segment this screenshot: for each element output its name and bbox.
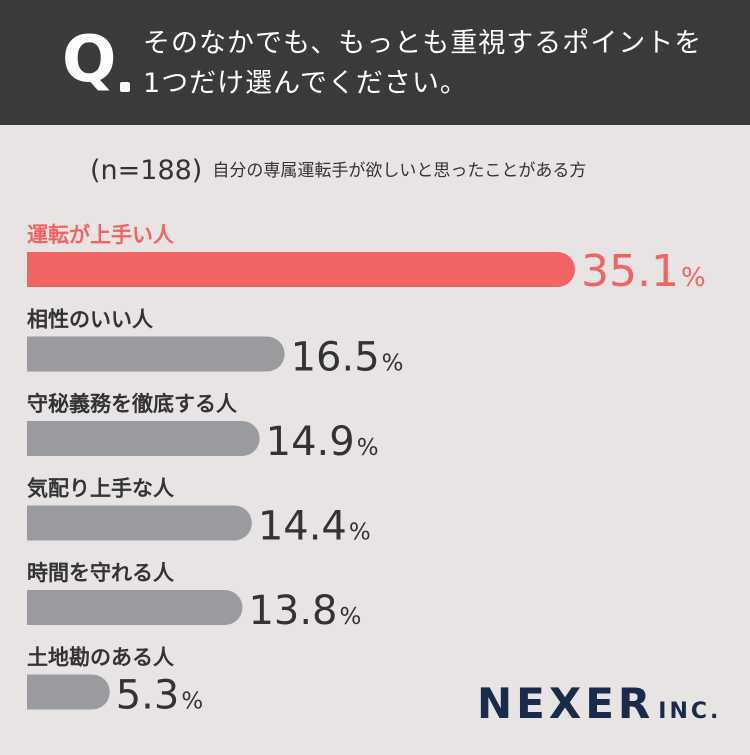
question-mark: Q — [62, 23, 117, 97]
question-text: そのなかでも、もっとも重視するポイントを 1つだけ選んでください。 — [143, 24, 702, 104]
category-label: 相性のいい人 — [27, 308, 153, 332]
question-line-2: 1つだけ選んでください。 — [143, 68, 468, 99]
bar — [27, 590, 243, 625]
value-label: 14.9% — [266, 419, 379, 465]
bar — [27, 336, 285, 372]
category-label: 気配り上手な人 — [27, 477, 174, 501]
value-label: 16.5% — [291, 335, 404, 381]
bar-left-edge — [27, 421, 62, 456]
category-label: 時間を守れる人 — [27, 561, 174, 585]
bar-row: 運転が上手い人 35.1% — [27, 223, 706, 297]
bar-left-edge — [27, 252, 62, 287]
bar-row: 気配り上手な人 14.4% — [27, 477, 371, 550]
bar-row: 土地勘のある人 5.3% — [27, 646, 203, 719]
category-label: 土地勘のある人 — [27, 646, 174, 670]
logo-suffix: INC. — [658, 699, 722, 724]
sample-description: 自分の専属運転手が欲しいと思ったことがある方 — [212, 161, 587, 181]
bar-left-edge — [27, 674, 62, 710]
nexer-logo: NEXER INC. — [477, 679, 721, 728]
category-label: 運転が上手い人 — [27, 223, 174, 247]
bar — [27, 421, 260, 456]
bar-row: 相性のいい人 16.5% — [27, 308, 404, 381]
bar — [27, 505, 252, 541]
bar-chart: 運転が上手い人 35.1% 相性のいい人 16.5% 守秘義務を徹底する人 14.9% 気配… — [27, 223, 706, 719]
bar-row: 守秘義務を徹底する人 14.9% — [27, 392, 379, 465]
bar-left-edge — [27, 336, 62, 372]
sample-size: (n=188) — [90, 155, 203, 186]
question-mark-dot — [120, 82, 130, 92]
bar-left-edge — [27, 590, 62, 625]
value-label: 5.3% — [116, 673, 203, 719]
bar — [27, 252, 575, 287]
bar-left-edge — [27, 505, 62, 541]
value-label: 13.8% — [248, 588, 361, 634]
question-line-1: そのなかでも、もっとも重視するポイントを — [143, 28, 703, 59]
category-label: 守秘義務を徹底する人 — [27, 392, 237, 416]
value-label: 14.4% — [258, 504, 371, 550]
sample-info: (n=188) 自分の専属運転手が欲しいと思ったことがある方 — [90, 153, 586, 189]
bar-row: 時間を守れる人 13.8% — [27, 561, 361, 634]
question-header: Q そのなかでも、もっとも重視するポイントを 1つだけ選んでください。 — [0, 0, 750, 125]
logo-name: NEXER — [477, 679, 655, 728]
value-label: 35.1% — [581, 246, 706, 297]
